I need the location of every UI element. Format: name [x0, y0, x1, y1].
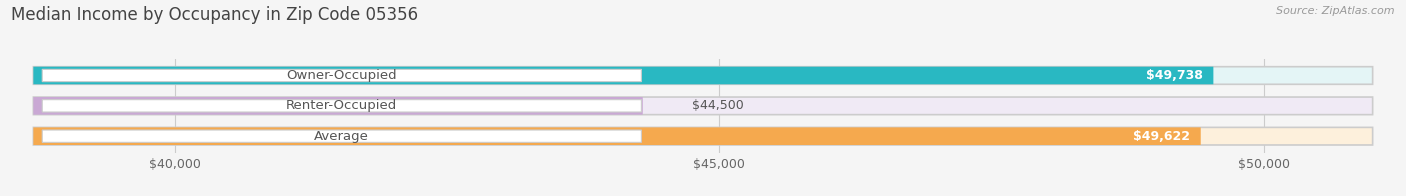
FancyBboxPatch shape: [34, 67, 1372, 84]
FancyBboxPatch shape: [34, 127, 1372, 145]
Text: Average: Average: [315, 130, 370, 143]
FancyBboxPatch shape: [34, 97, 1372, 115]
FancyBboxPatch shape: [42, 130, 641, 142]
Text: Owner-Occupied: Owner-Occupied: [287, 69, 396, 82]
Text: $44,500: $44,500: [692, 99, 744, 112]
FancyBboxPatch shape: [42, 100, 641, 112]
Text: $49,622: $49,622: [1133, 130, 1189, 143]
FancyBboxPatch shape: [34, 97, 643, 115]
Text: Median Income by Occupancy in Zip Code 05356: Median Income by Occupancy in Zip Code 0…: [11, 6, 419, 24]
FancyBboxPatch shape: [34, 127, 1201, 145]
FancyBboxPatch shape: [34, 67, 1213, 84]
Text: $49,738: $49,738: [1146, 69, 1202, 82]
FancyBboxPatch shape: [42, 69, 641, 82]
Text: Renter-Occupied: Renter-Occupied: [287, 99, 398, 112]
Text: Source: ZipAtlas.com: Source: ZipAtlas.com: [1277, 6, 1395, 16]
